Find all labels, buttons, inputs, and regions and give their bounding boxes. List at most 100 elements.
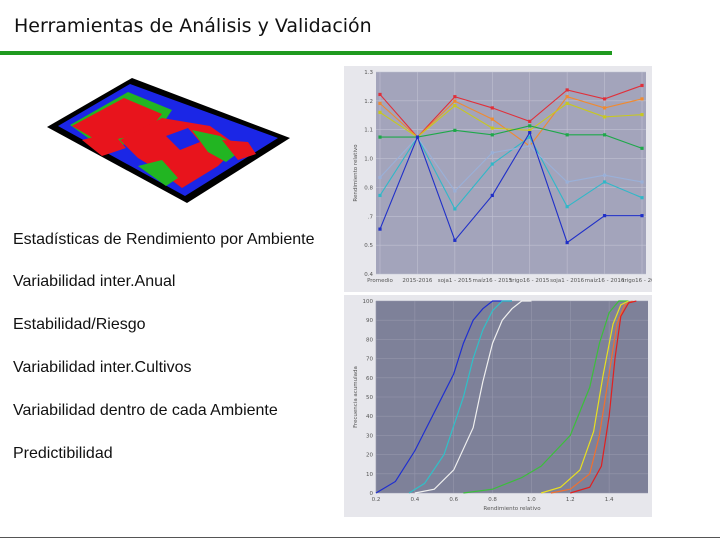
data-point — [640, 196, 644, 200]
y-tick-label: 1.1 — [364, 128, 373, 134]
y-tick-label: 70 — [366, 357, 373, 363]
y-tick-label: 1.2 — [364, 99, 373, 105]
data-point — [565, 240, 569, 245]
series-line — [463, 300, 629, 494]
series-line — [379, 136, 643, 192]
data-point — [453, 128, 457, 132]
slide-title: Herramientas de Análisis y Validación — [14, 15, 372, 37]
data-point — [490, 151, 494, 155]
list-item: Variabilidad inter.Anual — [13, 273, 176, 290]
y-tick-label: 30 — [366, 433, 373, 439]
data-point — [640, 83, 644, 88]
x-axis-label: Rendimiento relativo — [483, 506, 541, 512]
x-tick-label: soja1 - 2015 — [438, 278, 473, 284]
series-line — [408, 300, 512, 494]
data-point — [602, 106, 607, 110]
y-tick-label: 50 — [366, 395, 373, 401]
x-tick-label: soja1 - 2016 — [550, 278, 585, 284]
y-tick-label: 60 — [366, 376, 373, 382]
series-line — [414, 300, 532, 494]
data-point — [640, 180, 644, 184]
cumulative-frequency-svg: 0 10 20 30 40 50 60 70 80 90 100 0.2 0.4 0.6 0.8 1.0 1.2… — [353, 299, 648, 512]
series-line — [375, 300, 512, 494]
data-point — [490, 162, 494, 166]
data-point — [378, 92, 382, 97]
list-item: Estabilidad/Riesgo — [13, 316, 146, 333]
y-tick-label: 90 — [366, 318, 373, 324]
title-underline — [0, 51, 612, 55]
data-point — [378, 101, 382, 106]
map-zone-green-2 — [192, 130, 242, 162]
data-point — [602, 180, 607, 184]
data-point — [640, 214, 644, 218]
x-tick-label: 0.6 — [449, 497, 458, 503]
data-point — [528, 124, 532, 128]
y-tick-label: 0.8 — [364, 185, 373, 191]
x-tick-label: 1.2 — [566, 497, 575, 503]
data-point — [602, 133, 607, 137]
data-point — [490, 106, 494, 110]
data-point — [415, 135, 420, 139]
data-point — [602, 115, 607, 119]
data-point — [453, 238, 457, 242]
data-point — [565, 205, 569, 209]
map-zone-blue-2 — [166, 128, 200, 150]
data-point — [528, 131, 532, 135]
data-point — [602, 97, 607, 101]
x-tick-label: 1.4 — [605, 497, 614, 503]
x-tick-label: 1.0 — [527, 497, 536, 503]
x-tick-label: trigo16 - 2015 — [510, 278, 550, 284]
relative-yield-chart: 0.4 0.5 .7 0.8 1.0 1.1 1.2 1.3 Promedio 2015-2016… — [344, 66, 662, 292]
data-point — [528, 119, 532, 123]
y-tick-label: 100 — [363, 299, 374, 305]
series-line — [570, 300, 637, 494]
plot-area — [376, 72, 646, 274]
y-tick-label: 1.0 — [364, 157, 373, 163]
data-point — [378, 193, 382, 198]
y-tick-label: 1.3 — [364, 70, 373, 76]
series-line — [379, 102, 643, 138]
data-point — [490, 126, 494, 130]
x-tick-label: 0.8 — [488, 497, 497, 503]
data-point — [453, 189, 457, 193]
map-zone-red-4 — [82, 132, 126, 156]
data-point — [528, 144, 532, 148]
series-line — [379, 135, 643, 210]
y-tick-label: 0.4 — [364, 272, 373, 278]
data-point — [565, 88, 569, 92]
x-tick-label: 2015-2016 — [402, 278, 432, 284]
x-tick-label: trigo16 - 2016 — [622, 278, 652, 284]
data-point — [378, 110, 382, 114]
map-zone-green-3 — [138, 160, 178, 186]
data-point — [565, 101, 569, 106]
data-point — [490, 117, 494, 121]
data-point — [528, 128, 532, 132]
y-tick-label: 0.5 — [364, 243, 373, 249]
series-line — [550, 300, 633, 494]
data-point — [453, 207, 457, 211]
data-point — [640, 97, 644, 101]
data-point — [640, 113, 644, 117]
x-tick-label: 0.2 — [372, 497, 381, 503]
list-item: Estadísticas de Rendimiento por Ambiente — [13, 231, 315, 248]
series-line — [379, 131, 642, 244]
map-zone-red-3 — [222, 140, 256, 160]
list-item: Variabilidad inter.Cultivos — [13, 359, 192, 376]
data-point — [565, 95, 569, 99]
series-line — [379, 96, 643, 147]
x-tick-label: Promedio — [367, 278, 393, 284]
y-tick-label: 10 — [366, 472, 373, 478]
footer-line — [0, 537, 720, 538]
list-item: Predictibilidad — [13, 445, 113, 462]
data-point — [565, 133, 569, 137]
data-point — [378, 227, 382, 231]
data-point — [490, 133, 494, 137]
series-line — [540, 300, 629, 494]
list-item: Variabilidad dentro de cada Ambiente — [13, 402, 278, 419]
series-line — [380, 125, 643, 149]
y-tick-label: 0 — [370, 491, 374, 497]
x-tick-label: 0.4 — [410, 497, 419, 503]
data-point — [602, 173, 607, 177]
data-point — [453, 99, 457, 103]
y-axis-label: Rendimiento relativo — [353, 144, 359, 202]
